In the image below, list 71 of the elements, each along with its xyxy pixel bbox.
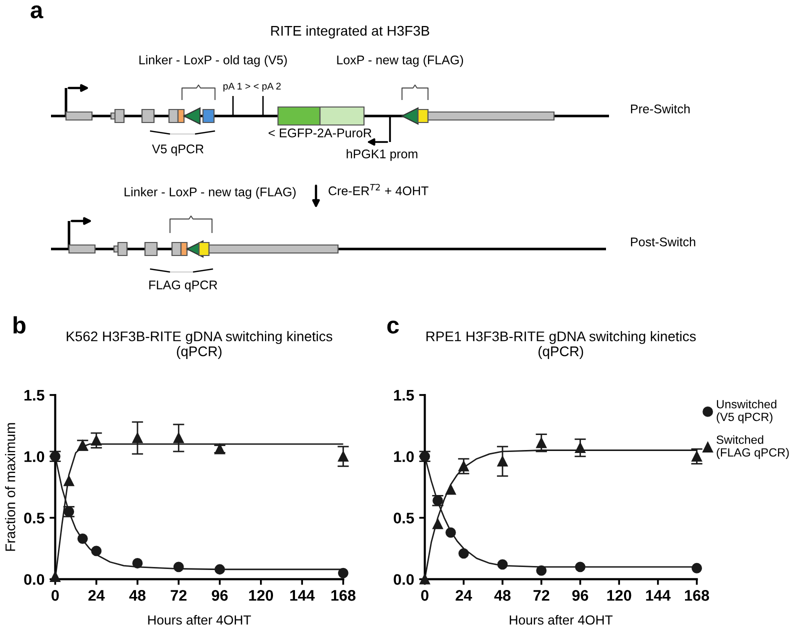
x-tick-label: 120 [249, 590, 274, 601]
point [536, 565, 547, 576]
point [575, 442, 586, 454]
text: Post-Switch [631, 237, 696, 246]
x-tick-label: 96 [212, 590, 228, 601]
point [77, 533, 88, 544]
text: RITE integrated at H3F3B [271, 26, 430, 38]
point [64, 476, 74, 486]
point [497, 559, 508, 570]
point [458, 548, 469, 559]
y-tick-label: 0.5 [24, 512, 44, 524]
x-tick-label: 168 [331, 590, 356, 601]
point [173, 562, 184, 572]
y-tick-label: 0.0 [394, 574, 414, 585]
text: c [387, 320, 399, 334]
y-tick-label: 1.0 [394, 451, 414, 462]
point [536, 438, 547, 448]
text: LoxP - new tag (FLAG) [337, 55, 464, 67]
text: Cre-ER$^{T2}$ + 4OHT [328, 184, 428, 196]
point [91, 435, 102, 446]
x-tick-label: 72 [534, 590, 550, 601]
point [575, 562, 586, 572]
point [214, 564, 225, 575]
chart-title: RPE1 H3F3B-RITE gDNA switching kinetics (qPCR) [426, 331, 696, 359]
text: b [14, 316, 26, 334]
x-tick-label: 0 [421, 590, 428, 601]
y-tick-label: 0.0 [24, 574, 44, 585]
x-axis-title: Hours after 4OHT [510, 614, 613, 625]
point [338, 451, 348, 462]
x-tick-label: 48 [494, 590, 511, 601]
x-tick-label: 144 [646, 590, 671, 601]
point [458, 461, 469, 472]
x-tick-label: 120 [607, 590, 632, 601]
text: a [30, 5, 44, 18]
chart-title: K562 H3F3B-RITE gDNA switching kinetics (qPCR) [66, 331, 332, 359]
text: FLAG qPCR [149, 280, 218, 292]
x-tick-label: 0 [52, 590, 59, 601]
x-tick-label: 168 [685, 590, 710, 601]
text: pA 1 > < pA 2 [223, 82, 281, 92]
y-tick-label: 1.5 [394, 390, 414, 401]
x-tick-label: 144 [290, 590, 315, 601]
legend-label: Unswitched (V5 qPCR) [716, 400, 776, 424]
point [132, 432, 143, 444]
text: Linker - LoxP - old tag (V5) [139, 55, 287, 67]
point [445, 527, 456, 538]
point [420, 451, 430, 462]
text: hPGK1 prom [346, 149, 418, 161]
x-tick-label: 48 [129, 590, 146, 601]
point [445, 484, 456, 495]
point [132, 558, 143, 568]
y-tick-label: 0.5 [394, 512, 414, 524]
y-tick-label: 1.0 [24, 451, 44, 462]
x-tick-label: 96 [572, 590, 588, 601]
point [91, 546, 102, 556]
point [497, 456, 508, 467]
y-tick-label: 1.5 [24, 390, 44, 401]
text: Pre-Switch [631, 104, 690, 114]
point [50, 451, 60, 462]
point [432, 518, 443, 530]
point [338, 568, 348, 578]
x-axis-title: Hours after 4OHT [148, 614, 251, 625]
point [173, 432, 184, 444]
legend-label: Switched (FLAG qPCR) [716, 435, 789, 459]
text: < EGFP-2A-PuroR [268, 128, 372, 138]
text: Linker - LoxP - new tag (FLAG) [124, 187, 296, 199]
x-tick-label: 72 [170, 590, 187, 601]
text: V5 qPCR [152, 144, 204, 156]
point [692, 562, 702, 574]
y-axis-title: Fraction of maximum [5, 423, 16, 551]
x-tick-label: 24 [456, 590, 472, 601]
x-tick-label: 24 [88, 590, 105, 601]
